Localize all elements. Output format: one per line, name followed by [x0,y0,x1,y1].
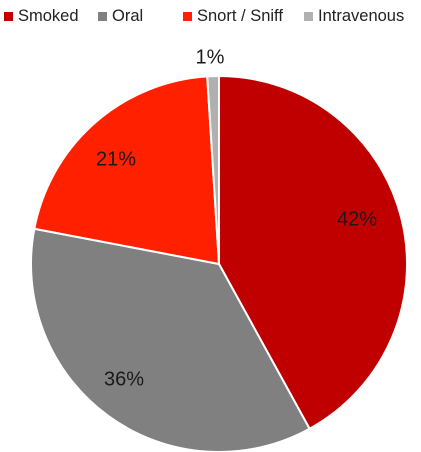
legend-swatch-intravenous [304,12,313,21]
pie-slice-oral [30,227,311,452]
legend-item-oral: Oral [98,7,143,25]
legend-item-smoked: Smoked [4,7,79,25]
legend-label-intravenous: Intravenous [318,7,404,25]
legend-item-snort-sniff: Snort / Sniff [183,7,283,25]
data-labels: 42% 36% 21% 1% [96,46,377,390]
pie-slice-smoked [218,74,408,431]
legend-swatch-smoked [4,12,13,21]
data-label-intravenous: 1% [196,46,225,68]
pie-slices [30,74,408,452]
data-label-oral: 36% [104,368,144,390]
legend-label-snort-sniff: Snort / Sniff [197,7,283,25]
legend-swatch-snort-sniff [183,12,192,21]
legend-item-intravenous: Intravenous [304,7,404,25]
legend-swatch-oral [98,12,107,21]
legend-label-oral: Oral [112,7,143,25]
data-label-snort-sniff: 21% [96,148,136,170]
legend: Smoked Oral Snort / Sniff Intravenous [4,7,404,25]
data-label-smoked: 42% [337,208,377,230]
pie-slice-intravenous [206,74,220,265]
legend-label-smoked: Smoked [18,7,79,25]
pie-slice-snort-sniff [33,75,221,266]
